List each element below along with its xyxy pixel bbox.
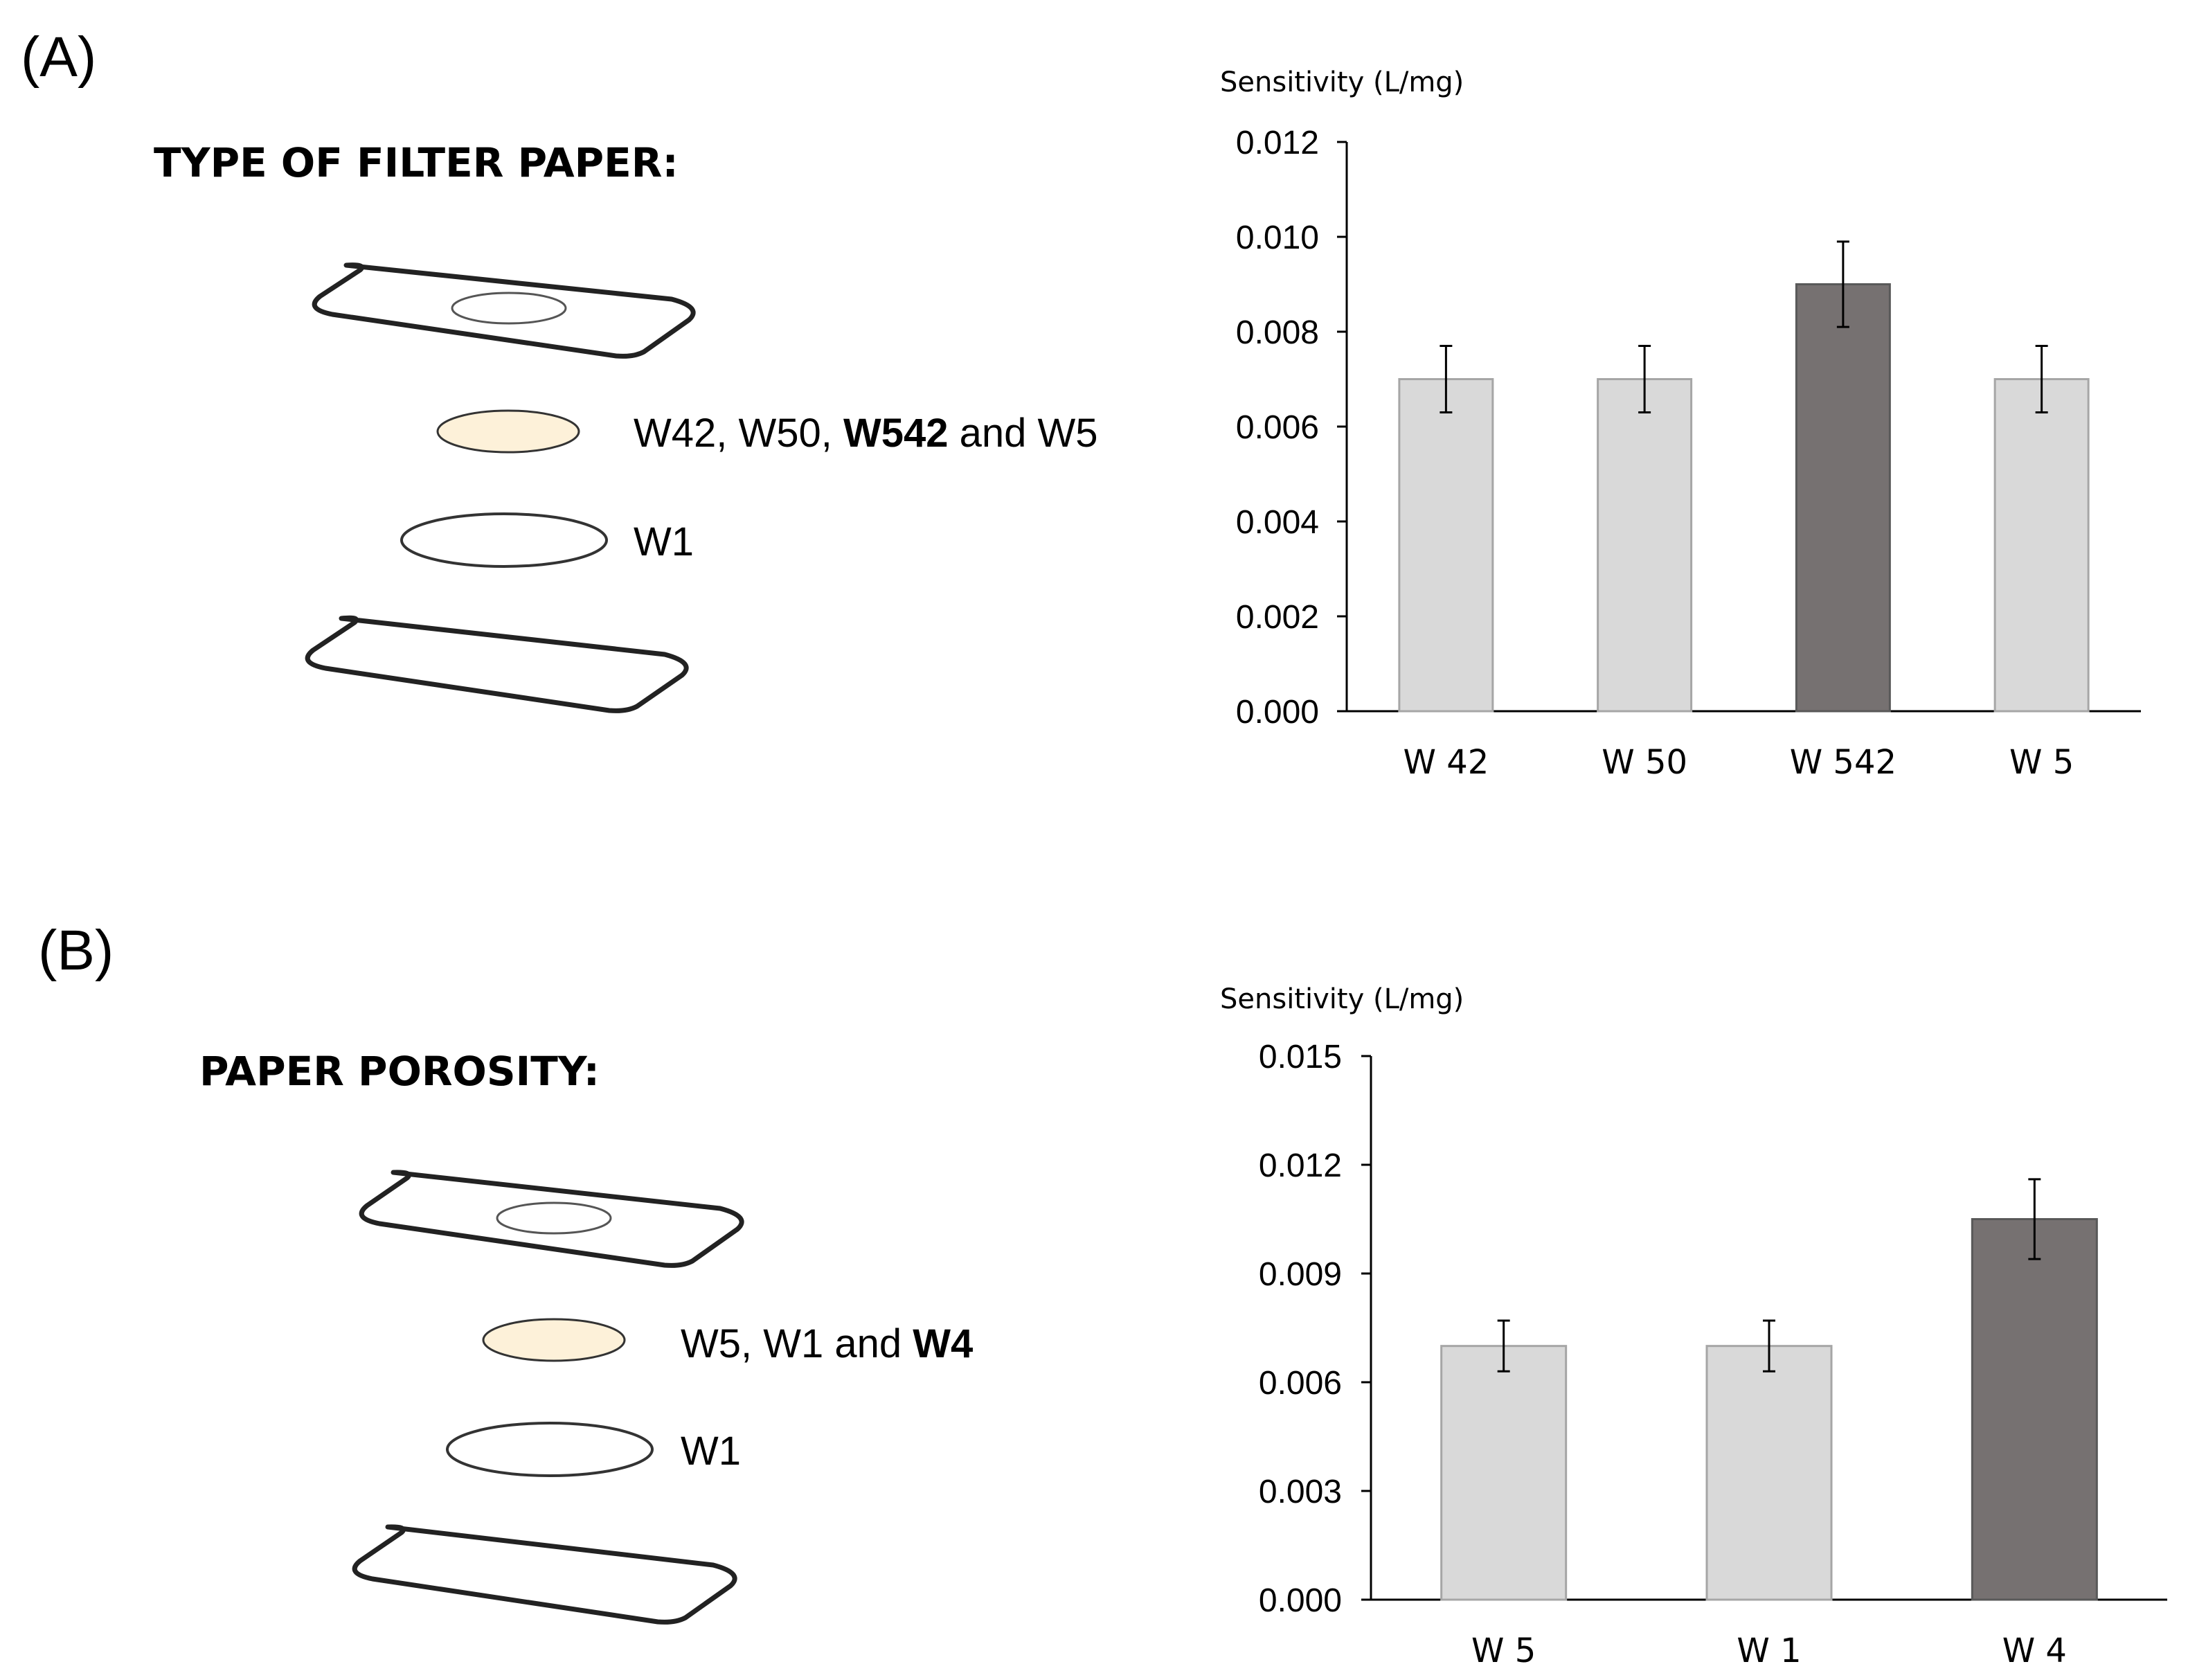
panel-b-stack-diagram: [352, 1170, 744, 1625]
x-category-label: W 50: [1602, 743, 1687, 782]
panel-b-bottom-layer-label: W1: [681, 1429, 741, 1474]
panel-a-label-part: W42, W50,: [634, 411, 843, 456]
sample-paper-disc: [436, 409, 580, 454]
panel-b: (B) PAPER POROSITY: W5, W1 and W4 W1: [38, 919, 973, 1625]
bar-w5: [1440, 1345, 1568, 1601]
chart-a: Sensitivity (L/mg) 0.000 0.002 0.004 0.006 0.…: [1220, 66, 2141, 782]
panel-a-label-part: and W5: [949, 411, 1098, 456]
y-tick-label: 0.003: [1259, 1474, 1342, 1510]
x-category-label: W 4: [2002, 1632, 2067, 1670]
x-category-label: W 542: [1790, 743, 1896, 782]
x-category-label: W 5: [2009, 743, 2074, 782]
error-bar: [1440, 345, 1453, 413]
y-tick-label: 0.009: [1259, 1256, 1342, 1293]
bottom-base-layer: [305, 615, 689, 713]
y-tick-label: 0.000: [1236, 694, 1319, 731]
panel-b-label-part: W5, W1 and: [681, 1321, 913, 1366]
y-tick-label: 0.006: [1259, 1365, 1342, 1402]
error-bar: [1638, 345, 1651, 413]
y-tick-label: 0.012: [1259, 1147, 1342, 1184]
x-category-label: W 42: [1403, 743, 1489, 782]
w1-paper-disc: [400, 512, 608, 568]
y-tick-label: 0.006: [1236, 409, 1319, 446]
panel-b-label: (B): [38, 919, 114, 982]
panel-a-stack-diagram: [305, 262, 696, 713]
bar-w50: [1597, 378, 1693, 713]
x-category-label: W 5: [1471, 1632, 1536, 1670]
error-bar: [2028, 1178, 2041, 1260]
panel-b-sample-layer-label: W5, W1 and W4: [681, 1321, 973, 1366]
cover-window-hole: [451, 292, 567, 325]
bar-w1: [1705, 1345, 1833, 1601]
y-axis-label: Sensitivity (L/mg): [1220, 983, 1464, 1015]
x-category-label: W 1: [1737, 1632, 1801, 1670]
panel-a-bottom-layer-label: W1: [634, 519, 694, 564]
cover-window-hole: [496, 1201, 612, 1235]
y-axis-label: Sensitivity (L/mg): [1220, 66, 1464, 98]
bar-w542: [1795, 283, 1891, 713]
error-bar: [1836, 240, 1849, 328]
bar-w4: [1971, 1218, 2098, 1601]
bottom-base-layer: [352, 1524, 737, 1625]
y-tick-label: 0.004: [1236, 504, 1319, 541]
panel-a-heading: TYPE OF FILTER PAPER:: [154, 139, 679, 186]
panel-a-label-part-bold: W542: [843, 411, 949, 456]
w1-paper-disc: [446, 1422, 654, 1477]
y-tick-label: 0.012: [1236, 125, 1319, 161]
panel-a: (A) TYPE OF FILTER PAPER: W42, W50, W542…: [21, 26, 1098, 713]
error-bar: [1763, 1319, 1775, 1373]
y-tick-label: 0.015: [1259, 1039, 1342, 1075]
bar-w42: [1398, 378, 1494, 713]
chart-b: Sensitivity (L/mg) 0.000 0.003 0.006 0.009 0.…: [1220, 983, 2167, 1670]
panel-b-heading: PAPER POROSITY:: [199, 1048, 600, 1095]
error-bar: [2035, 345, 2048, 413]
panel-a-label: (A): [21, 26, 96, 89]
panel-b-label-part-bold: W4: [913, 1321, 973, 1366]
y-tick-label: 0.008: [1236, 314, 1319, 351]
error-bar: [1497, 1319, 1510, 1373]
y-tick-label: 0.000: [1259, 1582, 1342, 1619]
panel-a-sample-layer-label: W42, W50, W542 and W5: [634, 411, 1098, 456]
sample-paper-disc: [482, 1318, 626, 1362]
y-tick-label: 0.002: [1236, 599, 1319, 636]
y-tick-label: 0.010: [1236, 220, 1319, 256]
bar-w5: [1993, 378, 2090, 713]
